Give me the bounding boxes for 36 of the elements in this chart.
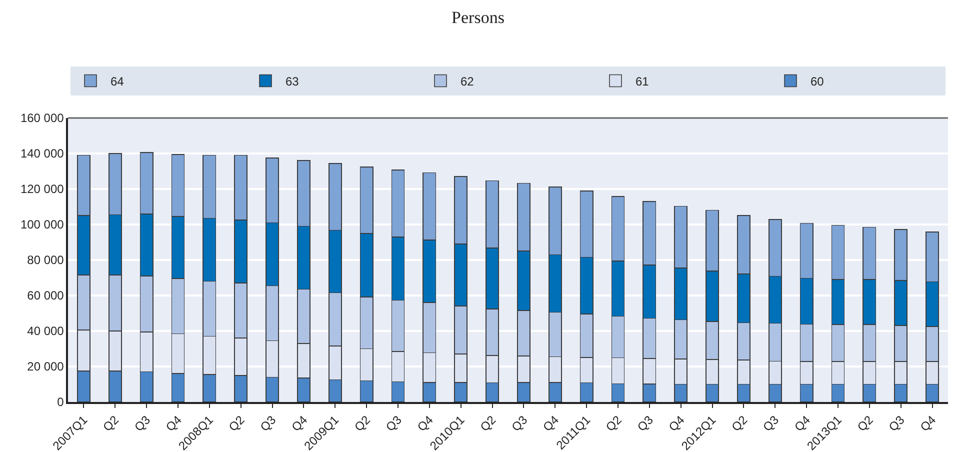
x-tick-label: Q4	[540, 412, 562, 434]
x-tick-label: Q3	[886, 412, 908, 434]
y-tick-label: 100 000	[20, 218, 64, 232]
x-tick-label: Q4	[414, 412, 436, 434]
x-tick-label: Q3	[132, 412, 154, 434]
x-tick-label: Q2	[854, 412, 876, 434]
x-tick-label: Q3	[257, 412, 279, 434]
y-tick-label: 80 000	[27, 253, 64, 268]
legend-label: 61	[636, 74, 650, 88]
x-tick-label: Q2	[352, 412, 374, 434]
x-tick-label: Q2	[100, 412, 122, 434]
x-tick-label: Q4	[792, 412, 814, 434]
chart-title: Persons	[452, 8, 504, 28]
y-tick-label: 120 000	[20, 182, 64, 196]
x-tick-label: Q4	[288, 412, 310, 434]
x-tick-label: Q3	[634, 412, 656, 434]
y-tick-label: 140 000	[20, 146, 64, 161]
legend-label: 64	[110, 74, 124, 88]
y-tick-label: 160 000	[20, 111, 64, 126]
x-tick-label: Q2	[728, 412, 750, 434]
x-tick-label: Q4	[666, 412, 688, 434]
y-tick-label: 0	[57, 395, 64, 410]
y-tick-label: 20 000	[27, 360, 64, 374]
y-tick-label: 40 000	[27, 324, 64, 338]
x-tick-label: Q4	[163, 412, 185, 434]
x-tick-label: Q2	[477, 412, 499, 434]
legend-label: 60	[810, 74, 824, 88]
x-tick-label: Q3	[760, 412, 782, 434]
x-tick-label: Q2	[603, 412, 625, 434]
legend-label: 62	[460, 74, 474, 88]
x-tick-label: Q4	[917, 412, 939, 434]
x-tick-label: Q3	[508, 412, 530, 434]
y-tick-label: 60 000	[27, 288, 64, 303]
x-tick-label: Q3	[383, 412, 405, 434]
x-tick-label: Q2	[226, 412, 248, 434]
legend-label: 63	[286, 74, 300, 88]
